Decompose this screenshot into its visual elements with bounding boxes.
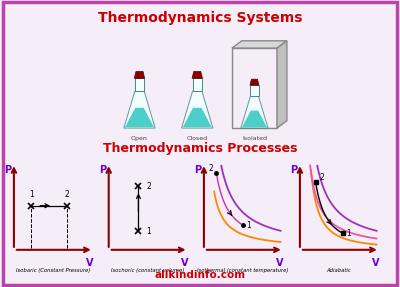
Text: Isobaric (Constant Pressure): Isobaric (Constant Pressure) <box>16 268 90 274</box>
Text: P: P <box>99 165 106 175</box>
Text: Isolated: Isolated <box>242 136 267 141</box>
Text: V: V <box>276 258 284 268</box>
Text: Isochoric (constant volume): Isochoric (constant volume) <box>111 268 184 274</box>
Polygon shape <box>232 41 287 48</box>
Text: 2: 2 <box>320 173 324 182</box>
Text: 1: 1 <box>346 229 351 238</box>
Text: P: P <box>4 165 11 175</box>
Polygon shape <box>183 108 212 127</box>
Polygon shape <box>242 110 267 127</box>
Text: 2: 2 <box>65 190 70 199</box>
Bar <box>135 78 144 91</box>
Polygon shape <box>277 41 287 128</box>
Bar <box>250 85 258 96</box>
Polygon shape <box>182 91 213 128</box>
Text: 2: 2 <box>208 164 213 173</box>
Text: V: V <box>181 258 188 268</box>
Polygon shape <box>192 71 202 78</box>
Polygon shape <box>125 108 154 127</box>
Text: P: P <box>290 165 297 175</box>
Text: 1: 1 <box>29 190 34 199</box>
Polygon shape <box>241 96 268 128</box>
Text: Closed: Closed <box>187 136 208 141</box>
Text: 1: 1 <box>146 227 151 236</box>
Polygon shape <box>250 79 259 85</box>
Text: 1: 1 <box>246 221 251 230</box>
Text: Open: Open <box>131 136 148 141</box>
Polygon shape <box>124 91 155 128</box>
Bar <box>192 78 202 91</box>
Text: Thermodynamics Processes: Thermodynamics Processes <box>103 142 297 155</box>
Text: 2: 2 <box>146 182 151 191</box>
Text: Thermodynamics Systems: Thermodynamics Systems <box>98 11 302 26</box>
Text: Isothermal (constant temperature): Isothermal (constant temperature) <box>197 268 289 274</box>
Text: V: V <box>372 258 380 268</box>
Text: V: V <box>86 258 94 268</box>
Polygon shape <box>134 71 145 78</box>
Text: Adiabatic: Adiabatic <box>327 268 351 274</box>
Text: P: P <box>194 165 201 175</box>
Text: allkindinfo.com: allkindinfo.com <box>154 270 246 280</box>
